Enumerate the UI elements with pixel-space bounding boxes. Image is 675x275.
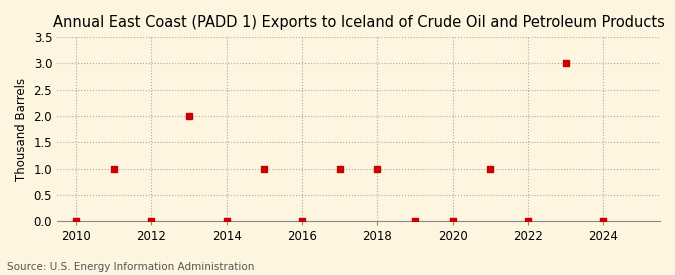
Point — [108, 166, 119, 171]
Point — [259, 166, 270, 171]
Y-axis label: Thousand Barrels: Thousand Barrels — [15, 78, 28, 181]
Point — [70, 219, 81, 224]
Point — [334, 166, 345, 171]
Point — [560, 61, 571, 65]
Point — [184, 114, 194, 118]
Point — [146, 219, 157, 224]
Title: Annual East Coast (PADD 1) Exports to Iceland of Crude Oil and Petroleum Product: Annual East Coast (PADD 1) Exports to Ic… — [53, 15, 664, 30]
Point — [410, 219, 421, 224]
Point — [598, 219, 609, 224]
Point — [485, 166, 496, 171]
Point — [372, 166, 383, 171]
Point — [448, 219, 458, 224]
Point — [296, 219, 307, 224]
Text: Source: U.S. Energy Information Administration: Source: U.S. Energy Information Administ… — [7, 262, 254, 272]
Point — [522, 219, 533, 224]
Point — [221, 219, 232, 224]
